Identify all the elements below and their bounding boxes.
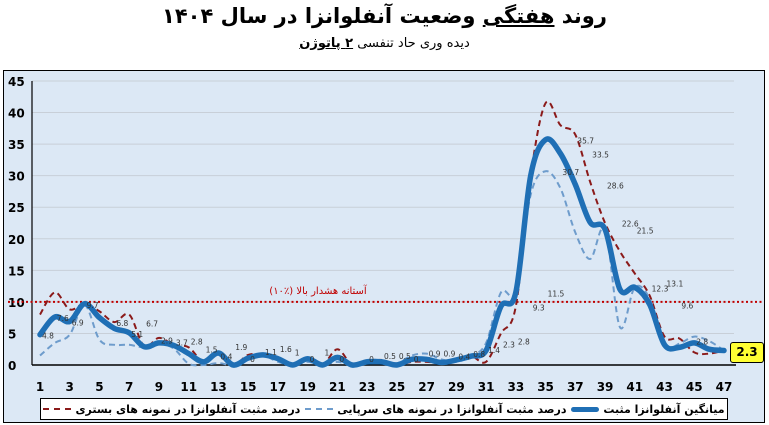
data-label: 0: [339, 355, 344, 364]
y-tick-label: 15: [8, 264, 25, 278]
x-tick-label: 45: [686, 380, 703, 394]
data-label: 0.4: [220, 352, 232, 361]
data-label: 5.1: [131, 330, 143, 339]
x-tick-label: 31: [478, 380, 495, 394]
y-tick-label: 30: [8, 170, 25, 184]
data-label: 6.7: [146, 320, 158, 329]
data-label: 1: [295, 349, 300, 358]
y-tick-label: 45: [8, 75, 25, 89]
data-label: 33.5: [592, 151, 609, 160]
x-tick-label: 21: [329, 380, 346, 394]
y-tick-label: 25: [8, 201, 25, 215]
data-label: 1.1: [265, 348, 277, 357]
data-label: 0: [250, 355, 255, 364]
x-tick-label: 17: [270, 380, 287, 394]
data-label: 3.7: [176, 339, 188, 348]
data-label: 1.5: [206, 346, 218, 355]
data-label: 0.8: [473, 350, 485, 359]
legend-item-mean: میانگین آنفلوانزا مثبت: [571, 402, 725, 416]
x-tick-label: 13: [210, 380, 227, 394]
title-suffix: وضعیت آنفلوانزا در سال ۱۴۰۴: [162, 4, 483, 28]
data-label: 1.6: [280, 345, 292, 354]
legend-label-mean: میانگین آنفلوانزا مثبت: [603, 402, 725, 416]
x-tick-label: 39: [597, 380, 614, 394]
data-label: 22.6: [622, 219, 639, 228]
x-tick-label: 35: [537, 380, 554, 394]
title-highlight: هفتگی: [482, 4, 555, 28]
data-label: 30.7: [562, 168, 579, 177]
legend-label-outpatient: درصد مثبت آنفلوانزا در نمونه های سرپایی: [337, 402, 567, 416]
x-tick-label: 15: [240, 380, 257, 394]
y-tick-label: 10: [8, 296, 25, 310]
x-tick-label: 27: [418, 380, 435, 394]
data-label: 6.9: [72, 318, 84, 327]
data-label: 11.5: [548, 289, 565, 298]
data-label: 1.9: [235, 343, 247, 352]
data-label: 0: [414, 355, 419, 364]
solid-line-swatch-icon: [571, 406, 600, 412]
legend-item-inpatient: درصد مثبت آنفلوانزا در نمونه های بستری: [43, 403, 300, 416]
subtitle-prefix: دیده وری حاد تنفسی: [353, 36, 470, 51]
data-label: 35.7: [577, 137, 594, 146]
dashed-line-swatch-icon: [305, 408, 334, 410]
mean-series-line: [37, 136, 727, 368]
data-label: 0.5: [384, 352, 396, 361]
chart-title: روند هفتگی وضعیت آنفلوانزا در سال ۱۴۰۴: [0, 4, 769, 28]
x-tick-label: 41: [626, 380, 643, 394]
data-label: 2.3: [503, 340, 515, 349]
y-tick-label: 5: [8, 327, 16, 341]
x-tick-label: 33: [507, 380, 524, 394]
data-label: 13.1: [667, 279, 684, 288]
chart-legend: میانگین آنفلوانزا مثبت درصد مثبت آنفلوان…: [40, 398, 728, 420]
y-tick-label: 35: [8, 138, 25, 152]
data-label: 6.8: [116, 319, 128, 328]
data-label: 9.7: [87, 301, 99, 310]
subtitle-highlight: ۲ پاتوژن: [299, 36, 354, 51]
x-tick-label: 37: [567, 380, 584, 394]
data-label: 2.9: [161, 337, 173, 346]
data-label: 1: [325, 349, 330, 358]
y-tick-label: 0: [8, 359, 16, 373]
data-label: 0.9: [443, 349, 455, 358]
data-label: 2.8: [696, 337, 708, 346]
x-tick-label: 25: [389, 380, 406, 394]
x-tick-label: 11: [180, 380, 197, 394]
x-tick-label: 1: [36, 380, 44, 394]
last-value-badge: 2.3: [730, 342, 764, 363]
x-tick-label: 7: [125, 380, 133, 394]
data-label: 0.5: [399, 352, 411, 361]
x-tick-label: 19: [299, 380, 316, 394]
legend-item-outpatient: درصد مثبت آنفلوانزا در نمونه های سرپایی: [305, 402, 567, 416]
inpatient-series-line: [39, 100, 725, 367]
data-label: 12.3: [652, 284, 669, 293]
legend-label-inpatient: درصد مثبت آنفلوانزا در نمونه های بستری: [75, 402, 301, 416]
data-label: 1.4: [488, 346, 500, 355]
data-label: 28.6: [607, 182, 624, 191]
data-label: 2.8: [191, 337, 203, 346]
data-label: 0.9: [429, 349, 441, 358]
threshold-label: آستانه هشدار بالا (٪۱۰): [269, 284, 368, 297]
data-label: 7.6: [57, 314, 69, 323]
dashed-line-swatch-icon: [43, 408, 72, 410]
x-tick-label: 47: [716, 380, 733, 394]
x-tick-label: 5: [95, 380, 103, 394]
data-label: 21.5: [637, 226, 654, 235]
data-label: 0.4: [458, 352, 470, 361]
title-prefix: روند: [554, 4, 607, 28]
y-tick-label: 40: [8, 107, 25, 121]
data-label: 0: [310, 355, 315, 364]
data-label: 2.8: [518, 337, 530, 346]
data-label: 9.3: [533, 303, 545, 312]
x-tick-label: 9: [155, 380, 163, 394]
x-tick-label: 43: [656, 380, 673, 394]
y-tick-label: 20: [8, 233, 25, 247]
x-tick-label: 3: [66, 380, 74, 394]
x-tick-label: 29: [448, 380, 465, 394]
data-label: 0: [369, 355, 374, 364]
data-label: 4.8: [42, 332, 54, 341]
chart-subtitle: دیده وری حاد تنفسی ۲ پاتوژن: [0, 36, 769, 51]
x-tick-label: 23: [359, 380, 376, 394]
data-label: 9.6: [681, 301, 693, 310]
